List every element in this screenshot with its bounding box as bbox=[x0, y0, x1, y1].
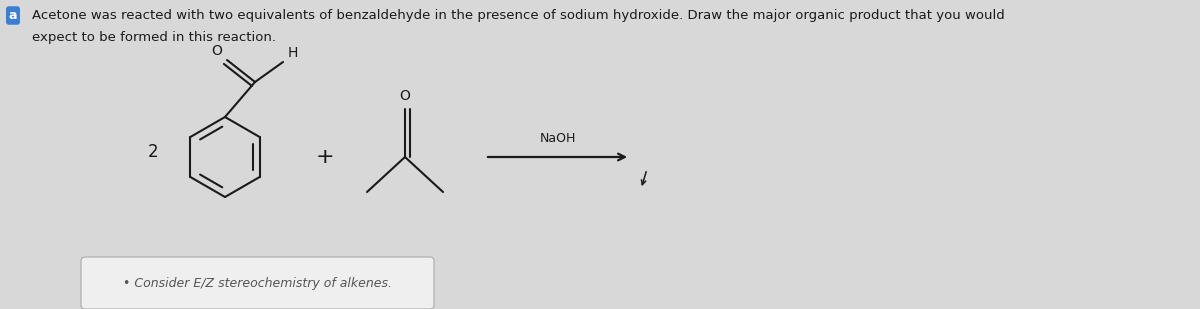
Text: NaOH: NaOH bbox=[539, 132, 576, 145]
Text: O: O bbox=[211, 44, 222, 58]
Text: 2: 2 bbox=[148, 143, 158, 161]
Text: O: O bbox=[400, 89, 410, 103]
Text: a: a bbox=[8, 9, 17, 22]
Text: H: H bbox=[288, 46, 298, 60]
Text: +: + bbox=[316, 147, 335, 167]
FancyBboxPatch shape bbox=[82, 257, 434, 309]
Text: • Consider E/Z stereochemistry of alkenes.: • Consider E/Z stereochemistry of alkene… bbox=[124, 277, 392, 290]
Text: Acetone was reacted with two equivalents of benzaldehyde in the presence of sodi: Acetone was reacted with two equivalents… bbox=[32, 9, 1004, 22]
Text: expect to be formed in this reaction.: expect to be formed in this reaction. bbox=[32, 31, 276, 44]
